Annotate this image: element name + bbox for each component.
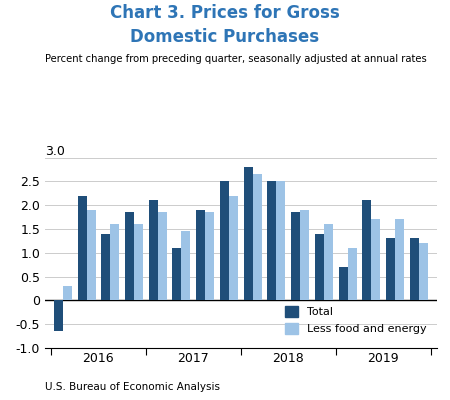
Text: U.S. Bureau of Economic Analysis: U.S. Bureau of Economic Analysis bbox=[45, 382, 220, 392]
Bar bbox=[86, 210, 95, 300]
Bar bbox=[181, 231, 190, 300]
Bar bbox=[267, 181, 276, 300]
Bar bbox=[205, 212, 214, 300]
Bar bbox=[148, 200, 157, 300]
Bar bbox=[362, 200, 371, 300]
Bar bbox=[110, 224, 119, 300]
Bar bbox=[158, 212, 166, 300]
Text: Percent change from preceding quarter, seasonally adjusted at annual rates: Percent change from preceding quarter, s… bbox=[45, 54, 427, 64]
Bar bbox=[300, 210, 309, 300]
Bar bbox=[395, 220, 404, 300]
Bar bbox=[220, 181, 229, 300]
Bar bbox=[315, 234, 324, 300]
Bar bbox=[229, 196, 238, 300]
Bar bbox=[63, 286, 72, 300]
Bar bbox=[386, 238, 395, 300]
Text: 3.0: 3.0 bbox=[45, 144, 65, 158]
Bar bbox=[324, 224, 333, 300]
Bar bbox=[196, 210, 205, 300]
Legend: Total, Less food and energy: Total, Less food and energy bbox=[280, 301, 431, 338]
Bar bbox=[243, 167, 252, 300]
Text: Chart 3. Prices for Gross: Chart 3. Prices for Gross bbox=[110, 4, 340, 22]
Bar bbox=[134, 224, 143, 300]
Text: Domestic Purchases: Domestic Purchases bbox=[130, 28, 320, 46]
Bar bbox=[252, 174, 261, 300]
Bar bbox=[77, 196, 86, 300]
Bar bbox=[410, 238, 418, 300]
Bar bbox=[338, 267, 347, 300]
Bar bbox=[276, 181, 285, 300]
Bar bbox=[172, 248, 181, 300]
Bar bbox=[54, 300, 63, 331]
Bar bbox=[347, 248, 356, 300]
Bar bbox=[101, 234, 110, 300]
Bar bbox=[418, 243, 427, 300]
Bar bbox=[125, 212, 134, 300]
Bar bbox=[371, 220, 380, 300]
Bar bbox=[291, 212, 300, 300]
